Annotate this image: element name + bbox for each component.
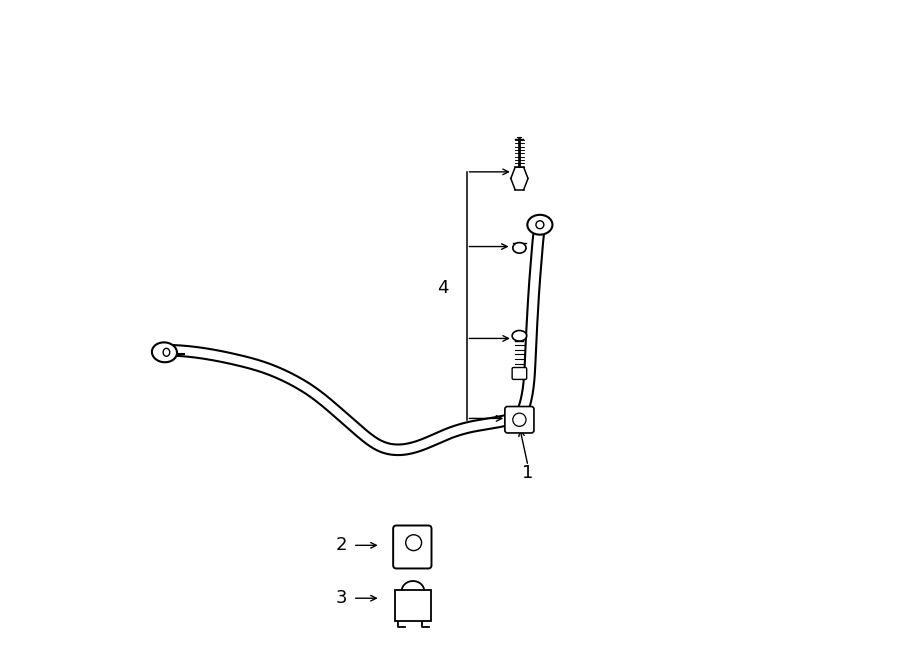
- FancyBboxPatch shape: [505, 407, 534, 433]
- Circle shape: [513, 413, 526, 426]
- Text: 2: 2: [336, 536, 347, 555]
- FancyBboxPatch shape: [395, 590, 431, 621]
- Text: 1: 1: [522, 463, 534, 482]
- Ellipse shape: [536, 221, 544, 229]
- Ellipse shape: [513, 243, 526, 253]
- Ellipse shape: [152, 342, 177, 362]
- FancyBboxPatch shape: [512, 368, 526, 379]
- Ellipse shape: [163, 348, 170, 356]
- FancyBboxPatch shape: [393, 525, 431, 568]
- Text: 4: 4: [437, 278, 449, 297]
- Circle shape: [406, 535, 421, 551]
- Text: 3: 3: [336, 589, 347, 607]
- Ellipse shape: [512, 330, 526, 341]
- Ellipse shape: [527, 215, 553, 235]
